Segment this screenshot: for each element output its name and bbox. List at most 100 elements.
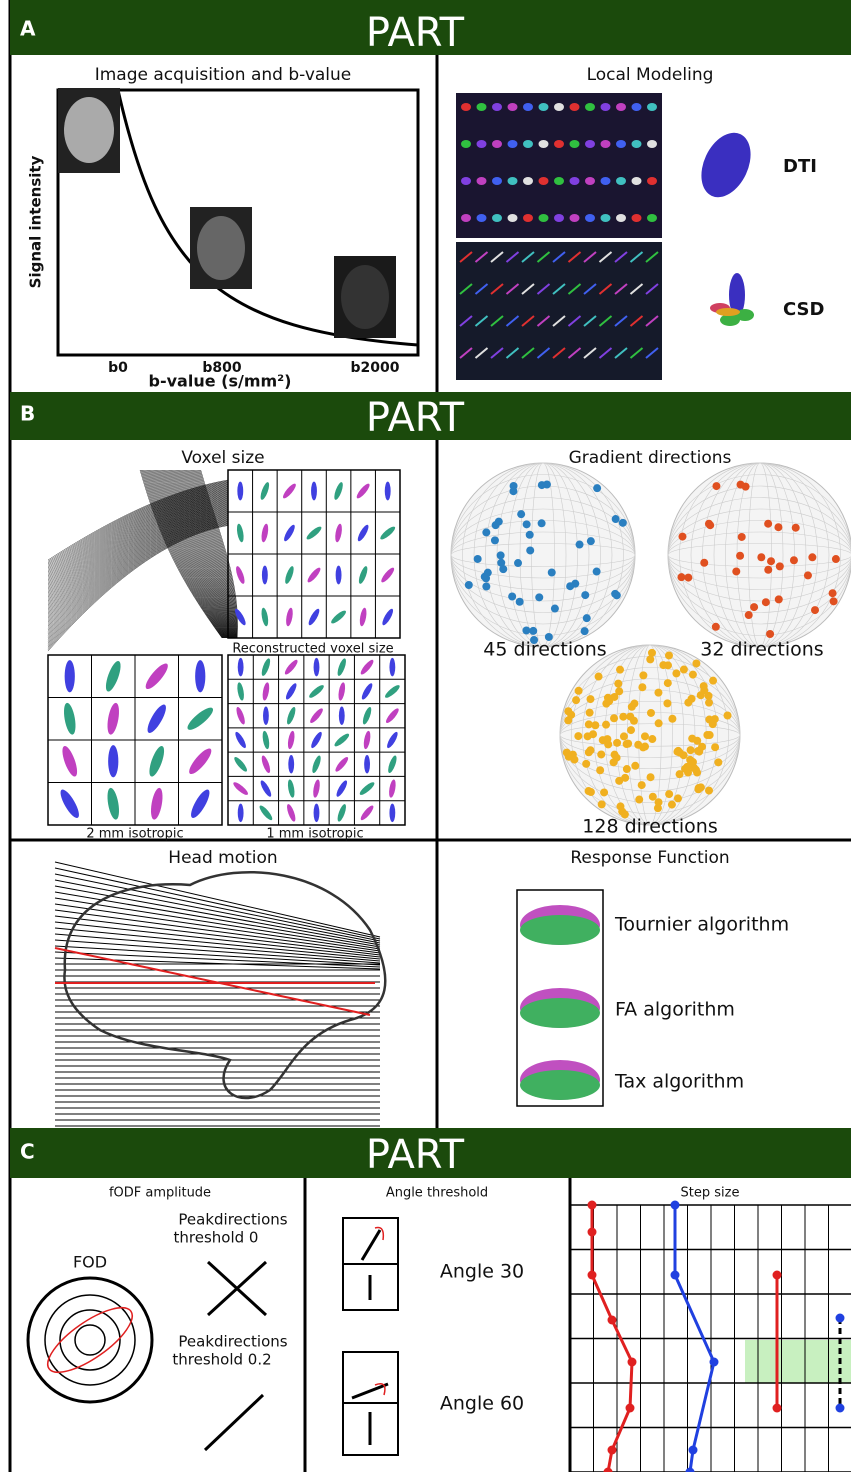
fod-glyph	[262, 566, 268, 585]
direction-point	[523, 520, 531, 528]
direction-point	[750, 603, 758, 611]
dti-glyph	[616, 214, 626, 222]
direction-point	[587, 788, 595, 796]
direction-point	[711, 743, 719, 751]
step-point	[604, 1468, 613, 1472]
fod-glyph	[259, 481, 271, 501]
fod-glyph	[260, 523, 269, 542]
fod-glyph	[288, 755, 294, 773]
direction-point	[623, 765, 631, 773]
dti-glyph	[585, 177, 595, 185]
direction-point	[639, 671, 647, 679]
step-point	[836, 1404, 845, 1413]
direction-point	[757, 553, 765, 561]
direction-point	[491, 536, 499, 544]
direction-point	[647, 709, 655, 717]
dti-glyph	[477, 103, 487, 111]
angle-label: Angle 60	[440, 1393, 524, 1415]
slice-lines	[55, 862, 380, 1126]
fod-glyph	[389, 804, 395, 822]
step-point	[608, 1316, 617, 1325]
fod-glyph	[330, 609, 348, 626]
direction-point	[627, 726, 635, 734]
step-point	[836, 1314, 845, 1323]
dti-glyph	[616, 103, 626, 111]
direction-point	[516, 598, 524, 606]
dti-glyph	[492, 177, 502, 185]
fod-glyph	[308, 683, 326, 699]
panel-title: fODF amplitude	[109, 1186, 211, 1201]
direction-point	[712, 623, 720, 631]
fod-glyph	[65, 660, 75, 692]
caption: Reconstructed voxel size	[232, 642, 393, 657]
step-point	[588, 1271, 597, 1280]
fod-glyph	[311, 755, 323, 774]
direction-point	[635, 796, 643, 804]
direction-point	[668, 715, 676, 723]
model-label: CSD	[783, 299, 824, 320]
fod-glyph	[307, 607, 321, 626]
direction-point	[649, 793, 657, 801]
slice	[55, 910, 380, 953]
y-axis-label: Signal intensity	[27, 155, 45, 288]
direction-point	[688, 735, 696, 743]
dti-glyph	[508, 140, 518, 148]
direction-point	[677, 573, 685, 581]
fod-glyph	[356, 523, 370, 542]
fod-glyph	[283, 565, 295, 585]
dti-glyph	[508, 177, 518, 185]
step-point	[626, 1404, 635, 1413]
direction-point	[766, 630, 774, 638]
direction-point	[678, 533, 686, 541]
dti-glyph	[601, 103, 611, 111]
direction-point	[522, 626, 530, 634]
fod-glyph	[337, 682, 346, 701]
dti-glyph	[492, 103, 502, 111]
dti-glyph	[632, 140, 642, 148]
algorithm-label: Tournier algorithm	[614, 914, 789, 936]
dti-glyph	[585, 214, 595, 222]
direction-point	[764, 520, 772, 528]
fod-glyph	[285, 706, 297, 725]
step-point	[671, 1201, 680, 1210]
fod-glyph	[314, 658, 320, 676]
dti-glyph	[554, 103, 564, 111]
direction-point	[586, 709, 594, 717]
figure: A PART B PART C PART Image acquisition a…	[0, 0, 851, 1472]
direction-point	[581, 627, 589, 635]
direction-point	[634, 741, 642, 749]
panel-title: Angle threshold	[386, 1186, 488, 1201]
direction-point	[684, 574, 692, 582]
dti-glyph	[461, 214, 471, 222]
dti-glyph	[461, 103, 471, 111]
direction-point	[709, 677, 717, 685]
header-title: PART	[366, 10, 465, 56]
direction-point	[586, 746, 594, 754]
dti-glyph	[647, 177, 657, 185]
header-title: PART	[366, 1132, 465, 1178]
fod-glyph	[305, 525, 323, 542]
direction-point	[689, 671, 697, 679]
direction-point	[732, 567, 740, 575]
direction-point	[576, 541, 584, 549]
fod-glyph	[360, 682, 374, 701]
panel-title: Response Function	[570, 848, 729, 868]
direction-point	[687, 746, 695, 754]
fod-glyph	[285, 607, 294, 626]
dti-glyph	[523, 177, 533, 185]
direction-point	[582, 760, 590, 768]
fod-glyph	[384, 707, 400, 725]
step-point	[689, 1446, 698, 1455]
fod-glyph	[386, 755, 398, 774]
direction-point	[700, 559, 708, 567]
direction-point	[604, 740, 612, 748]
direction-point	[583, 614, 591, 622]
caption: 1 mm isotropic	[266, 827, 363, 842]
direction-point	[630, 717, 638, 725]
sphere	[451, 463, 635, 647]
caption: 128 directions	[582, 816, 717, 838]
dti-glyph	[508, 214, 518, 222]
step-point	[671, 1271, 680, 1280]
direction-point	[593, 568, 601, 576]
direction-point	[764, 566, 772, 574]
